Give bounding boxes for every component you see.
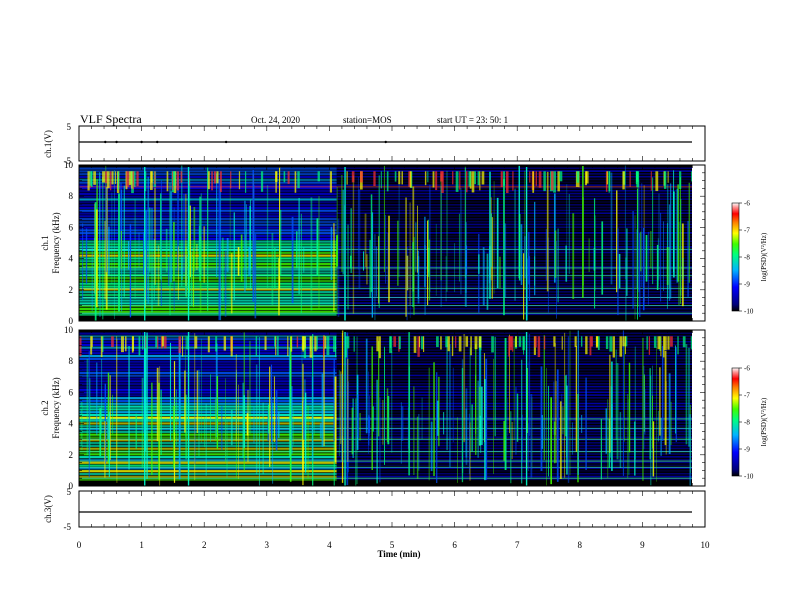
- header-date: Oct. 24, 2020: [251, 115, 300, 125]
- colorbar-tick-label: -9: [744, 281, 750, 289]
- colorbar-tick-label: -7: [744, 392, 750, 400]
- ch1-waveform-frame: [78, 125, 706, 162]
- ch1-nodata-area: [692, 165, 705, 321]
- ch2-spectrogram-ylabel: ch.2Frequency (kHz): [40, 377, 61, 438]
- figure-title: VLF Spectra: [80, 112, 142, 126]
- colorbar-tick-label: -10: [744, 473, 754, 481]
- header-start-time: start UT = 23: 50: 1: [437, 115, 508, 125]
- ch1-colorbar-label: log(PSD)(V²/Hz): [760, 232, 768, 281]
- x-axis-label: Time (min): [377, 549, 420, 559]
- x-tick-label: 7: [515, 540, 520, 550]
- ch3-waveform-frame: [78, 490, 706, 528]
- ch1-spike: [156, 140, 159, 144]
- x-tick-label: 6: [452, 540, 457, 550]
- y-tick-label: -5: [64, 522, 72, 532]
- y-tick-label: -5: [64, 156, 72, 166]
- y-tick-label: 5: [67, 122, 72, 132]
- y-tick-label: 10: [64, 160, 74, 170]
- ch2-colorbar: [731, 367, 740, 477]
- y-tick-label: 5: [67, 487, 72, 497]
- x-tick-label: 3: [265, 540, 270, 550]
- colorbar-tick-label: -8: [744, 254, 750, 262]
- ch1-spike: [104, 140, 107, 144]
- ch1-spectrogram: [79, 165, 694, 321]
- y-tick-label: 4: [69, 254, 74, 264]
- ch2-spectrogram: [79, 330, 693, 486]
- x-tick-label: 5: [390, 540, 395, 550]
- colorbar-tick-label: -6: [744, 200, 750, 208]
- colorbar-tick-label: -8: [744, 419, 750, 427]
- ch1-spike: [384, 140, 387, 144]
- y-tick-label: 8: [69, 191, 74, 201]
- y-tick-label: 2: [69, 285, 74, 295]
- ch3-waveform-ylabel: ch.3(V): [43, 495, 53, 523]
- y-tick-label: 0: [69, 481, 74, 491]
- ch2-colorbar-ticks: -6 -7 -8 -9 -10: [739, 365, 754, 481]
- ch2-colorbar-label: log(PSD)(V²/Hz): [760, 397, 768, 446]
- x-tick-label: 8: [578, 540, 583, 550]
- y-tick-label: 4: [69, 419, 74, 429]
- ch1-spike: [224, 140, 228, 144]
- ch1-waveform-ylabel: ch.1(V): [43, 130, 53, 158]
- x-tick-label: 1: [139, 540, 144, 550]
- y-tick-label: 2: [69, 450, 74, 460]
- y-tick-label: 10: [64, 325, 74, 335]
- ch1-spectrogram-ylabel: ch.1Frequency (kHz): [40, 212, 61, 273]
- header-station: station=MOS: [343, 115, 392, 125]
- ch1-spike: [140, 140, 143, 144]
- y-tick-label: 0: [69, 316, 74, 326]
- x-tick-label: 0: [77, 540, 82, 550]
- ch2-nodata-area: [692, 330, 705, 486]
- x-tick-label: 2: [202, 540, 207, 550]
- ch1-spike: [115, 140, 118, 144]
- x-tick-label: 4: [327, 540, 332, 550]
- x-tick-label: 10: [701, 540, 711, 550]
- colorbar-tick-label: -9: [744, 446, 750, 454]
- y-tick-label: 6: [69, 222, 74, 232]
- y-tick-label: 6: [69, 387, 74, 397]
- y-tick-label: 8: [69, 356, 74, 366]
- ch1-colorbar-ticks: -6 -7 -8 -9 -10: [739, 200, 754, 316]
- ch1-colorbar: [731, 202, 740, 312]
- colorbar-tick-label: -6: [744, 365, 750, 373]
- colorbar-tick-label: -10: [744, 308, 754, 316]
- colorbar-tick-label: -7: [744, 227, 750, 235]
- x-tick-label: 9: [640, 540, 645, 550]
